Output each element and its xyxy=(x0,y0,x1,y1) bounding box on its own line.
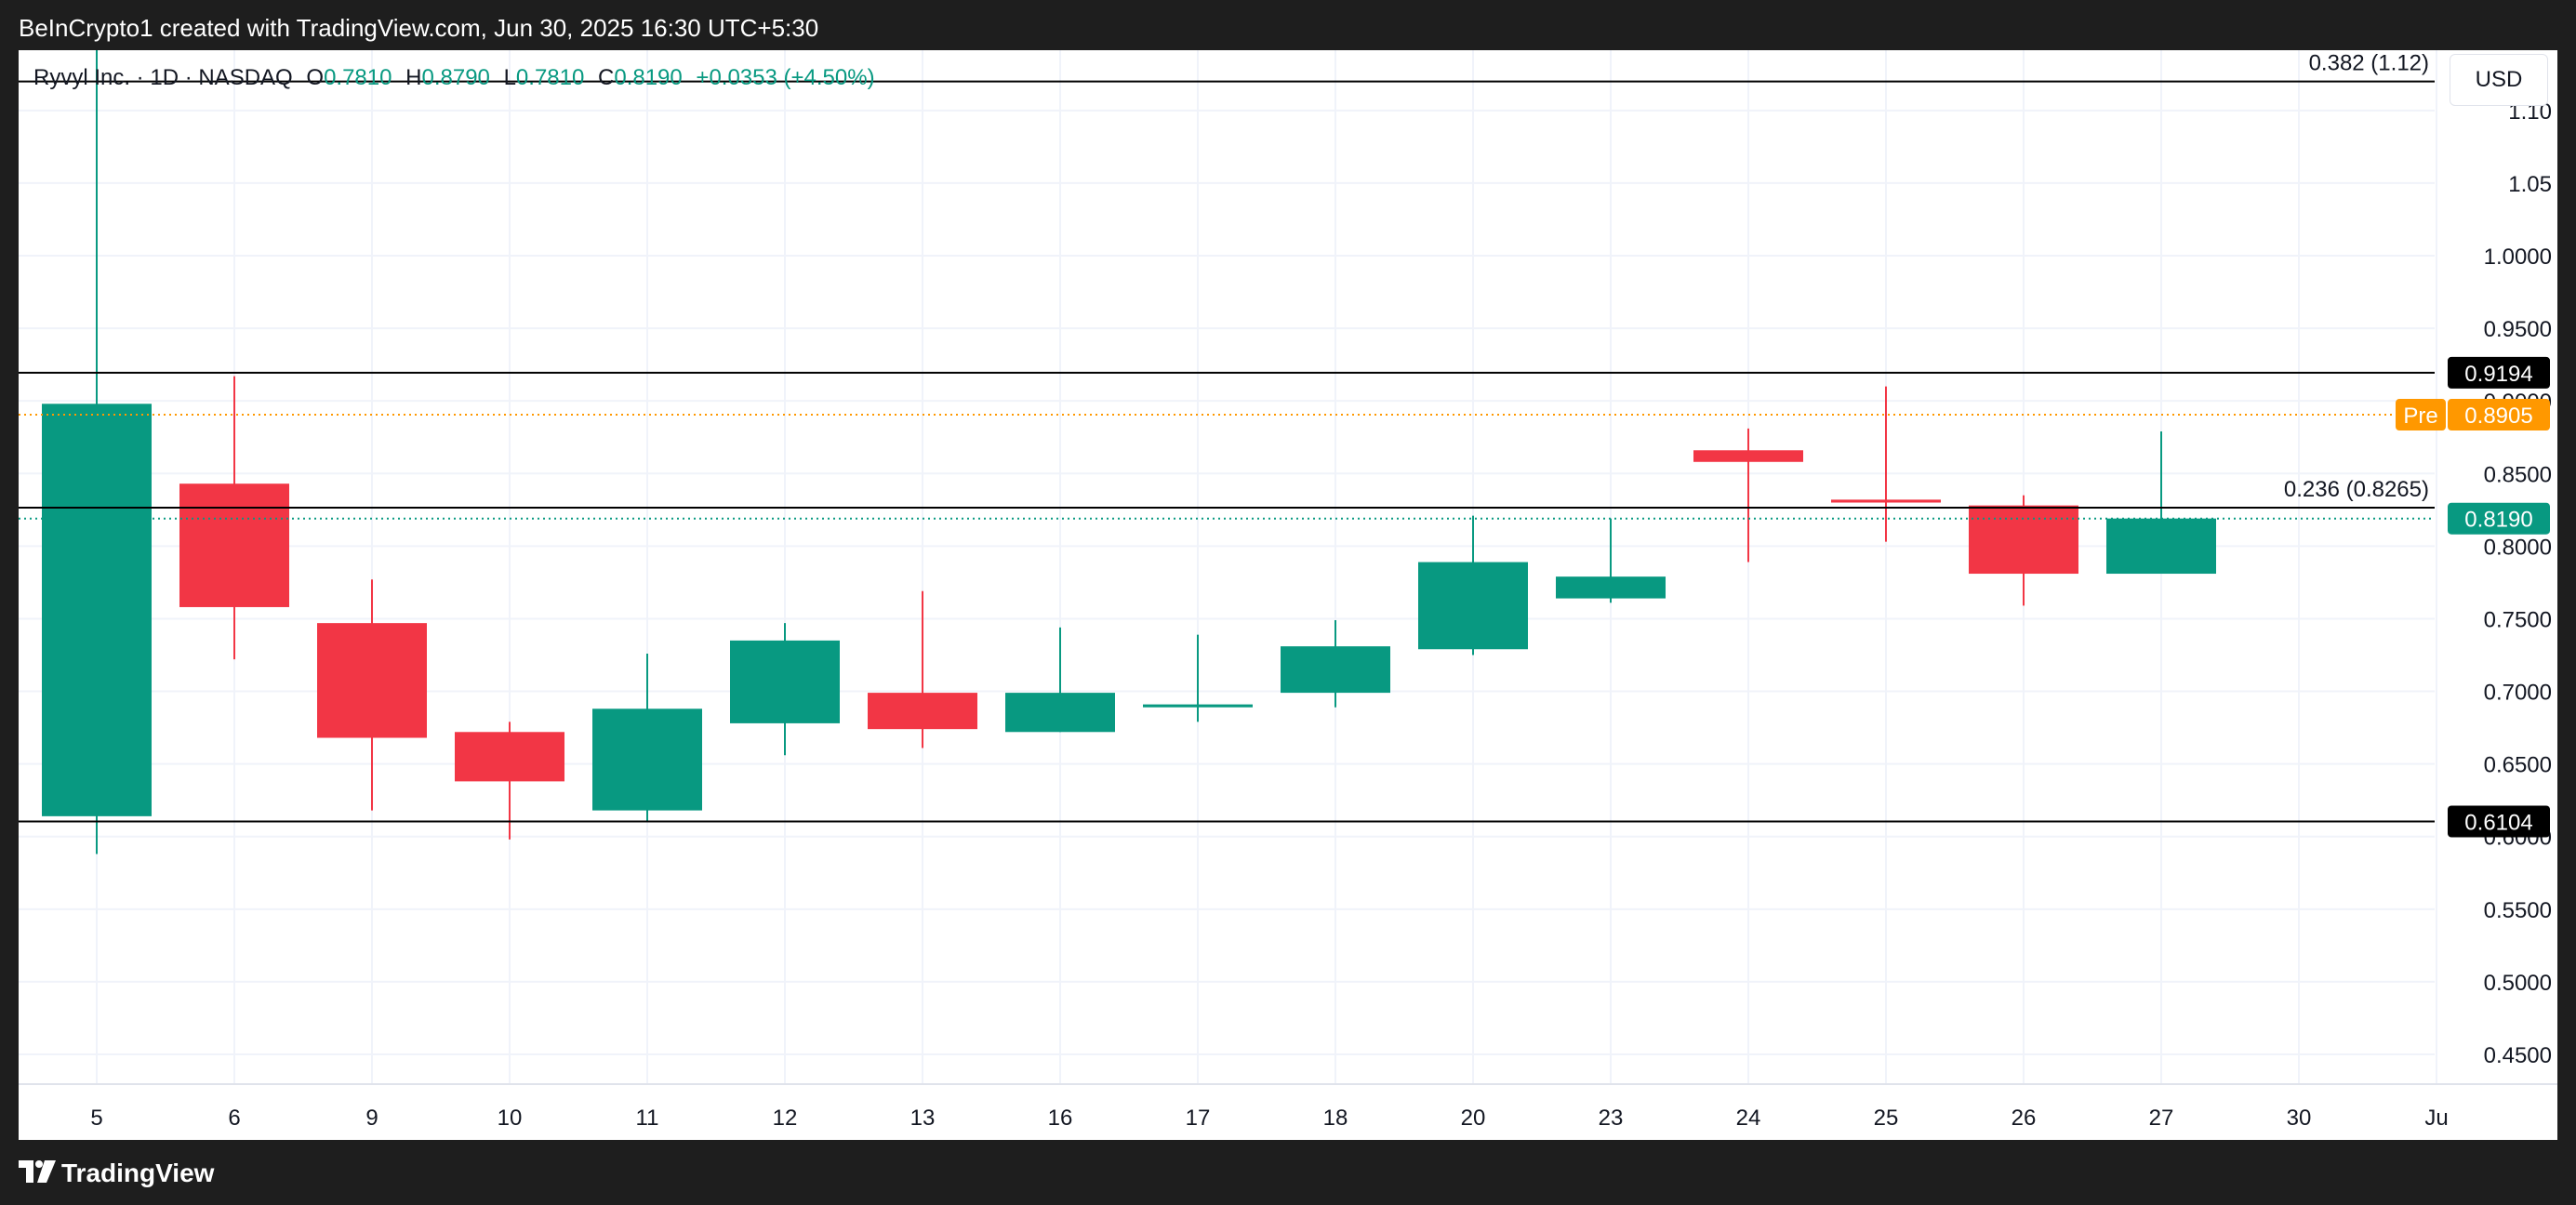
x-tick-label: 30 xyxy=(2287,1106,2312,1131)
candle-body xyxy=(455,732,564,782)
chart-attribution-header: BeInCrypto1 created with TradingView.com… xyxy=(0,0,2576,50)
candle-body xyxy=(1831,499,1941,503)
y-tick-label: 0.7500 xyxy=(2484,607,2552,632)
x-tick-label: 24 xyxy=(1736,1106,1761,1131)
y-tick-label: 0.6500 xyxy=(2484,753,2552,778)
low-value: 0.7810 xyxy=(515,65,585,90)
candle-body xyxy=(868,693,977,730)
high-value: 0.8790 xyxy=(421,65,490,90)
candle-body xyxy=(1281,646,1390,694)
candle-body xyxy=(1969,505,2078,575)
open-value: 0.7810 xyxy=(324,65,392,90)
chart-panel[interactable]: 1.101.051.00000.95000.90000.85000.80000.… xyxy=(19,50,2557,1140)
level-label: 0.236 (0.8265) xyxy=(2284,477,2429,502)
candle-body xyxy=(2106,518,2216,575)
x-tick-label: 11 xyxy=(636,1106,659,1131)
footer-bar: TradingView xyxy=(0,1140,2576,1205)
y-tick-label: 0.5000 xyxy=(2484,971,2552,996)
x-tick-label: 18 xyxy=(1323,1106,1348,1131)
tradingview-brand: TradingView xyxy=(61,1159,215,1187)
y-tick-label: 0.8000 xyxy=(2484,535,2552,560)
close-label: C xyxy=(598,65,615,90)
level-badge-text: 0.6104 xyxy=(2464,810,2532,835)
y-tick-label: 1.0000 xyxy=(2484,245,2552,270)
attribution-text: BeInCrypto1 created with TradingView.com… xyxy=(19,14,819,42)
last-price-badge-text: 0.8190 xyxy=(2464,508,2532,533)
premarket-tag-text: Pre xyxy=(2403,404,2437,429)
x-tick-label: 25 xyxy=(1874,1106,1899,1131)
tradingview-logo-icon xyxy=(19,1160,56,1183)
candle-body xyxy=(42,404,152,816)
premarket-badge-text: 0.8905 xyxy=(2464,404,2532,429)
candle-body xyxy=(179,483,289,607)
price-change: +0.0353 (+4.50%) xyxy=(696,65,875,90)
x-tick-label: 17 xyxy=(1186,1106,1211,1131)
x-tick-label: 6 xyxy=(228,1106,240,1131)
candle-body xyxy=(1693,450,1803,462)
low-label: L xyxy=(503,65,516,90)
candle-body xyxy=(730,640,840,723)
high-label: H xyxy=(405,65,422,90)
open-label: O xyxy=(306,65,325,90)
y-tick-label: 1.05 xyxy=(2508,172,2552,197)
candle-body xyxy=(1005,693,1115,733)
x-tick-label: 23 xyxy=(1599,1106,1624,1131)
y-tick-label: 0.7000 xyxy=(2484,681,2552,706)
y-tick-label: 0.4500 xyxy=(2484,1043,2552,1068)
premarket-badge xyxy=(2448,399,2550,431)
level-label: 0.382 (1.12) xyxy=(2309,51,2429,76)
candle-body xyxy=(1556,576,1666,599)
last-price-badge xyxy=(2448,502,2550,535)
x-tick-label: 26 xyxy=(2012,1106,2037,1131)
price-chart[interactable]: 1.101.051.00000.95000.90000.85000.80000.… xyxy=(19,50,2557,1140)
x-tick-label: 13 xyxy=(910,1106,936,1131)
x-tick-label: 5 xyxy=(90,1106,102,1131)
level-badge xyxy=(2448,356,2550,389)
x-tick-label: 12 xyxy=(773,1106,798,1131)
y-tick-label: 0.5500 xyxy=(2484,898,2552,923)
x-tick-label: 16 xyxy=(1048,1106,1073,1131)
x-tick-label: 27 xyxy=(2149,1106,2174,1131)
candles-layer xyxy=(42,50,2216,854)
premarket-tag xyxy=(2396,399,2446,431)
level-badge xyxy=(2448,805,2550,838)
candle-body xyxy=(592,708,702,811)
level-badge-text: 0.9194 xyxy=(2464,362,2532,387)
x-tick-label: 9 xyxy=(365,1106,378,1131)
y-tick-label: 0.8500 xyxy=(2484,462,2552,487)
candle-body xyxy=(1418,562,1528,650)
x-tick-label: 10 xyxy=(498,1106,523,1131)
symbol-name: Ryvyl Inc. · 1D · NASDAQ xyxy=(33,65,293,90)
candle-body xyxy=(317,623,427,738)
x-tick-label: Ju xyxy=(2424,1106,2448,1131)
x-tick-label: 20 xyxy=(1461,1106,1486,1131)
symbol-legend: Ryvyl Inc. · 1D · NASDAQ O0.7810 H0.8790… xyxy=(33,65,875,91)
currency-button[interactable]: USD xyxy=(2450,54,2548,106)
close-value: 0.8190 xyxy=(614,65,683,90)
y-tick-label: 0.9500 xyxy=(2484,317,2552,342)
candle-body xyxy=(1143,704,1253,708)
